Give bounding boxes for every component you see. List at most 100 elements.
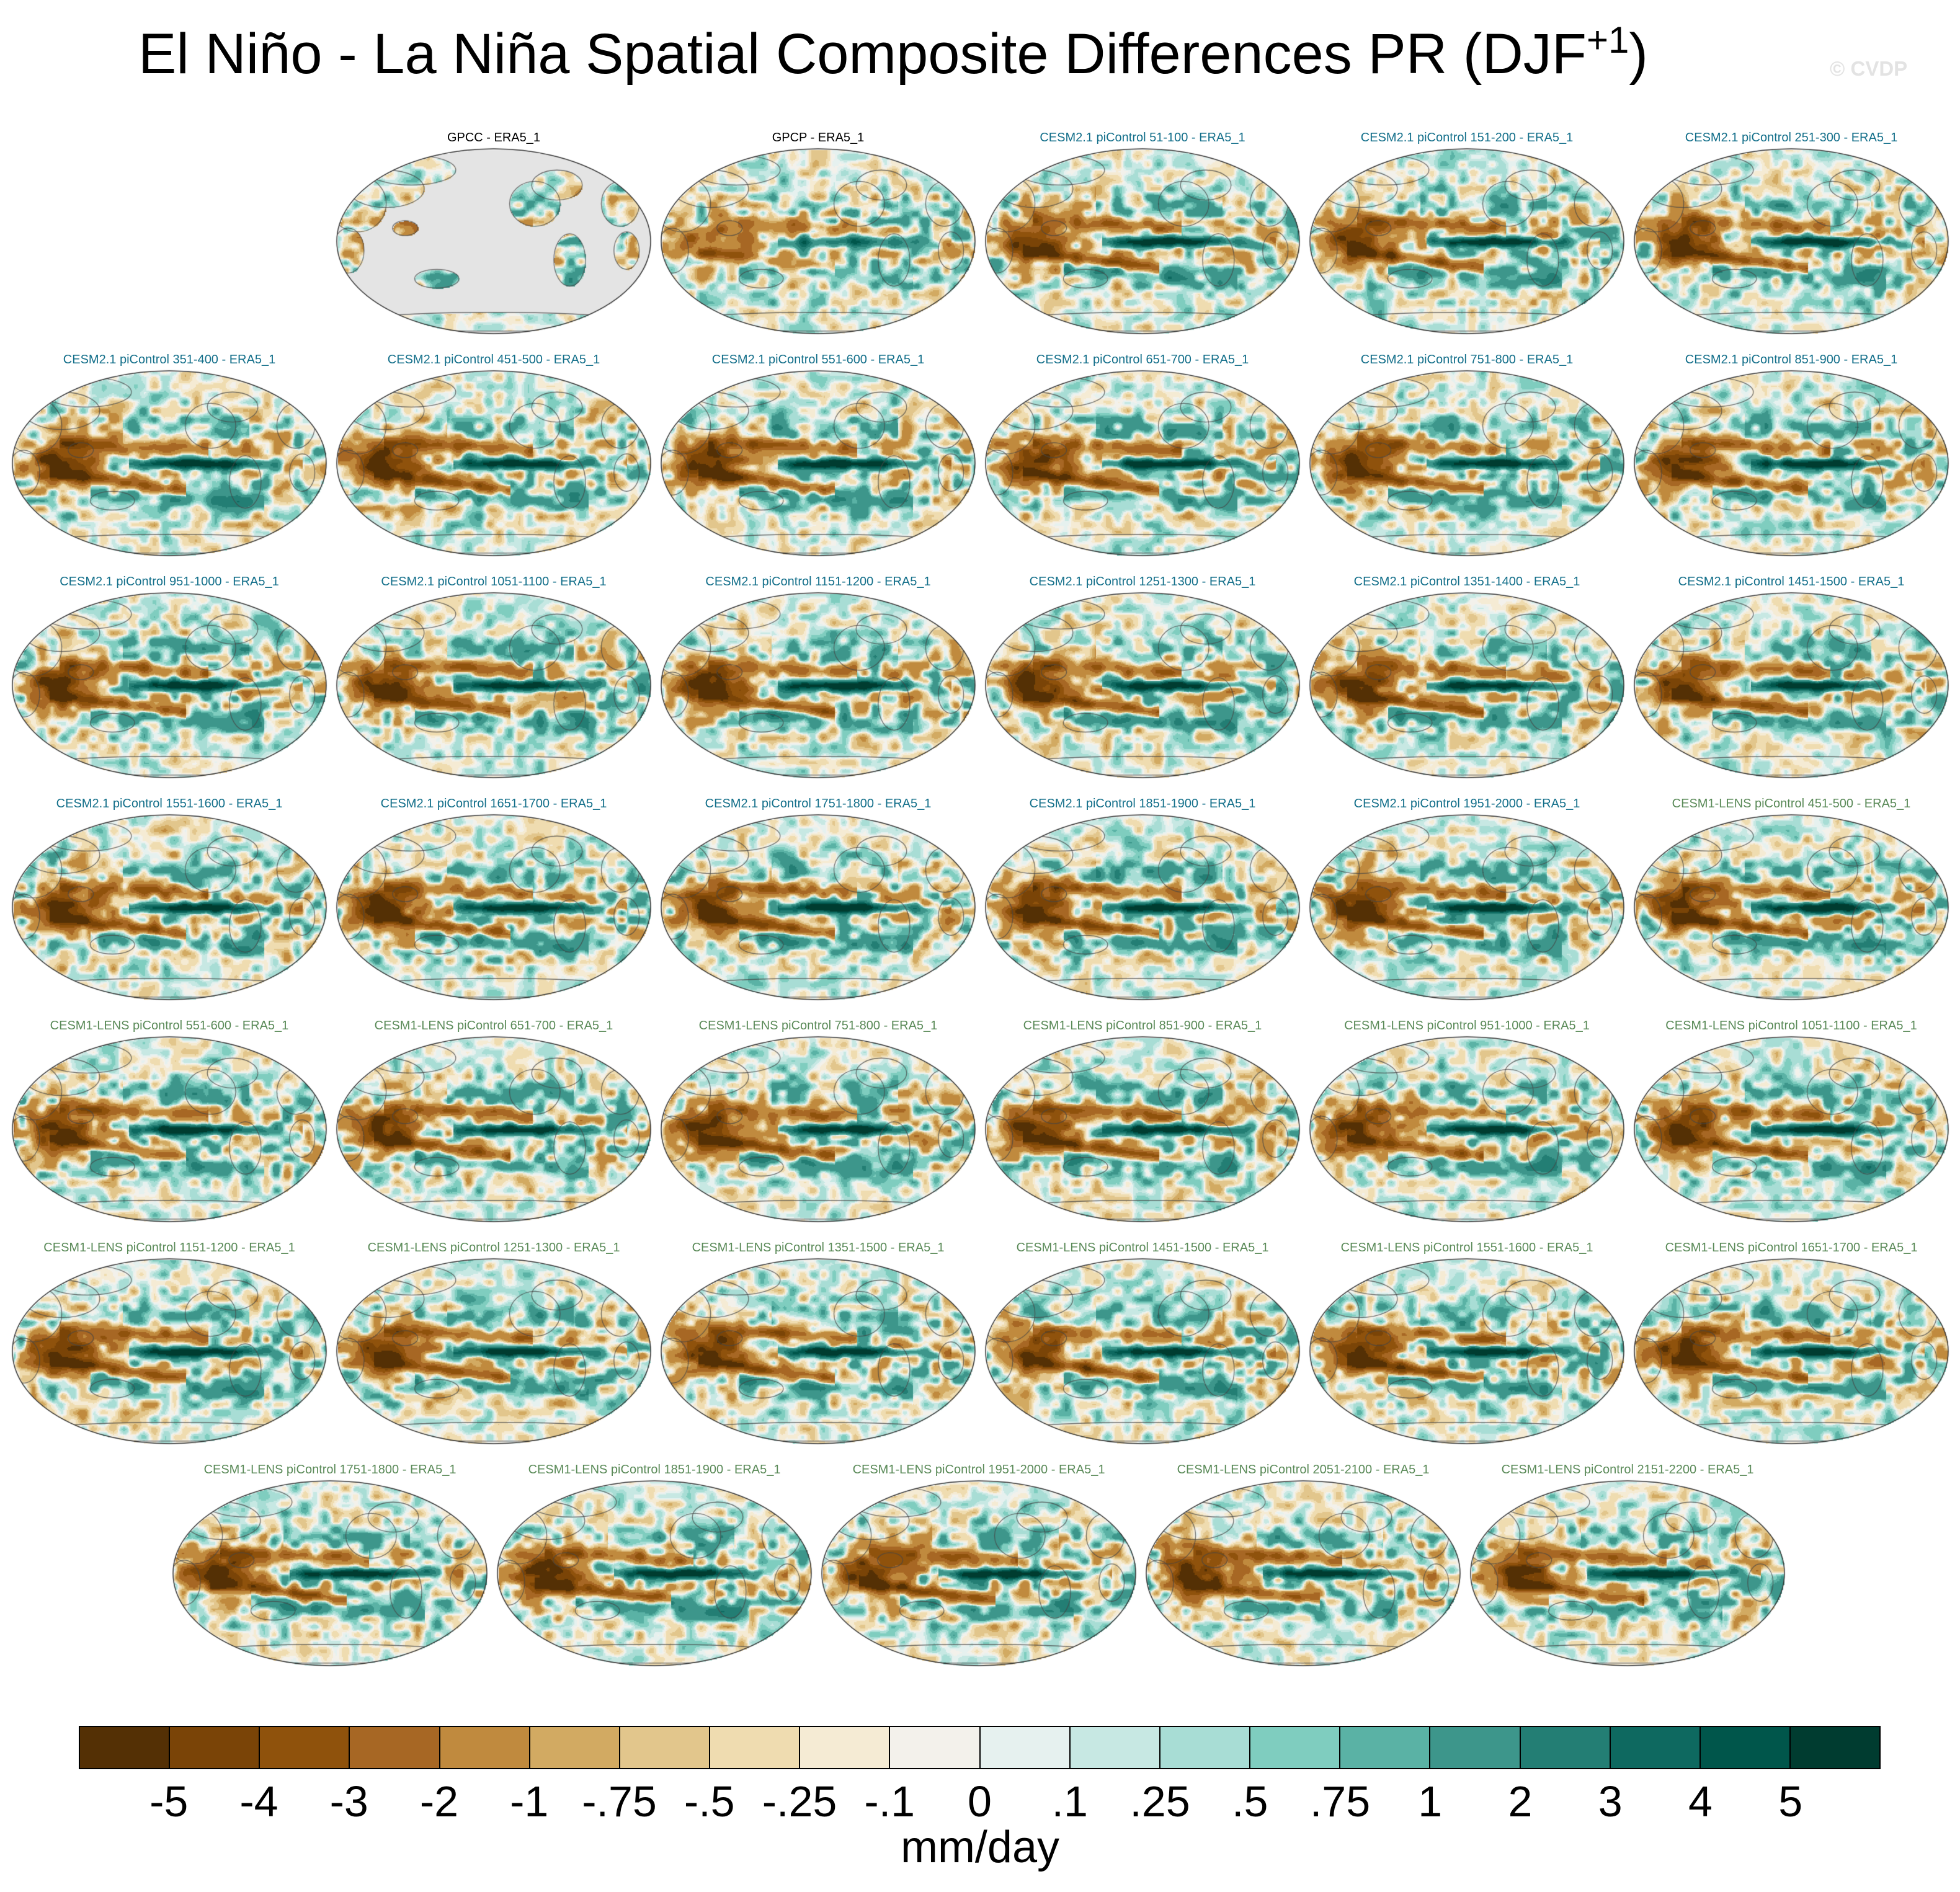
panel-map-field (1145, 1480, 1461, 1667)
colorbar-box (1610, 1727, 1701, 1768)
panel-map-field (336, 1036, 652, 1223)
panel-map-field (11, 370, 327, 557)
map-panel: CESM2.1 piControl 351-400 - ERA5_1 (11, 352, 327, 557)
panel-title: CESM1-LENS piControl 651-700 - ERA5_1 (374, 1019, 613, 1033)
colorbar-box (890, 1727, 981, 1768)
panel-title: CESM2.1 piControl 751-800 - ERA5_1 (1360, 353, 1574, 366)
panel-title: CESM2.1 piControl 1551-1600 - ERA5_1 (56, 797, 283, 811)
panel-map-field (1309, 1036, 1625, 1223)
panel-map-field (660, 1036, 976, 1223)
colorbar-tick-label: -.5 (684, 1777, 735, 1826)
colorbar-tick-label: -.25 (762, 1777, 837, 1826)
colorbar-box (620, 1727, 711, 1768)
panel-map-field (1633, 1036, 1949, 1223)
map-panel: CESM2.1 piControl 1551-1600 - ERA5_1 (11, 796, 327, 1001)
colorbar-tick-label: 4 (1688, 1777, 1713, 1826)
colorbar-box (260, 1727, 350, 1768)
panel-title: CESM2.1 piControl 351-400 - ERA5_1 (63, 353, 276, 366)
colorbar-tick-label: -5 (149, 1777, 189, 1826)
map-panel: CESM2.1 piControl 1051-1100 - ERA5_1 (336, 574, 652, 779)
map-panel: CESM1-LENS piControl 1351-1500 - ERA5_1 (660, 1240, 976, 1445)
panel-map-field (660, 592, 976, 779)
map-panel: CESM1-LENS piControl 2051-2100 - ERA5_1 (1145, 1462, 1461, 1667)
colorbar-tick-label: -.75 (582, 1777, 657, 1826)
panel-map-field (1309, 1258, 1625, 1445)
figure-title: El Niño - La Niña Spatial Composite Diff… (0, 19, 1786, 87)
panel-title: CESM1-LENS piControl 551-600 - ERA5_1 (50, 1019, 289, 1033)
panel-map-field (11, 1258, 327, 1445)
panel-title: CESM1-LENS piControl 1451-1500 - ERA5_1 (1016, 1241, 1269, 1255)
colorbar-units-label: mm/day (900, 1823, 1060, 1872)
panel-title: CESM1-LENS piControl 1151-1200 - ERA5_1 (43, 1241, 295, 1255)
panel-map-field (821, 1480, 1137, 1667)
map-panel: CESM1-LENS piControl 851-900 - ERA5_1 (984, 1018, 1301, 1223)
colorbar-box (1790, 1727, 1880, 1768)
colorbar-box (1340, 1727, 1431, 1768)
colorbar-tick-label: -2 (419, 1777, 459, 1826)
panel-map-field (984, 1036, 1301, 1223)
map-panel: CESM2.1 piControl 1851-1900 - ERA5_1 (984, 796, 1301, 1001)
panel-map-field (1633, 370, 1949, 557)
panel-title: CESM1-LENS piControl 1351-1500 - ERA5_1 (692, 1241, 945, 1255)
map-panel: CESM1-LENS piControl 1651-1700 - ERA5_1 (1633, 1240, 1949, 1445)
panel-map-field (336, 148, 652, 335)
map-panel: CESM2.1 piControl 1251-1300 - ERA5_1 (984, 574, 1301, 779)
panel-map-field (984, 592, 1301, 779)
panel-title: CESM1-LENS piControl 2151-2200 - ERA5_1 (1501, 1463, 1754, 1477)
panel-map-field (1633, 148, 1949, 335)
colorbar-tick-label: 0 (968, 1777, 992, 1826)
map-panel: CESM2.1 piControl 1451-1500 - ERA5_1 (1633, 574, 1949, 779)
panel-map-field (11, 1036, 327, 1223)
panel-title: CESM2.1 piControl 1451-1500 - ERA5_1 (1678, 575, 1905, 588)
panel-map-field (336, 592, 652, 779)
colorbar-box (1160, 1727, 1251, 1768)
map-panel: CESM2.1 piControl 751-800 - ERA5_1 (1309, 352, 1625, 557)
map-panel: CESM2.1 piControl 1351-1400 - ERA5_1 (1309, 574, 1625, 779)
colorbar-tick-label: 2 (1508, 1777, 1533, 1826)
panel-map-field (336, 814, 652, 1001)
map-panel: CESM2.1 piControl 1951-2000 - ERA5_1 (1309, 796, 1625, 1001)
colorbar-tick-label: -1 (510, 1777, 549, 1826)
colorbar-tick-label: .5 (1232, 1777, 1268, 1826)
map-panel: CESM2.1 piControl 1751-1800 - ERA5_1 (660, 796, 976, 1001)
panel-title: CESM1-LENS piControl 1551-1600 - ERA5_1 (1340, 1241, 1593, 1255)
panel-title: GPCP - ERA5_1 (772, 131, 865, 144)
colorbar-box (800, 1727, 891, 1768)
panel-map-field (984, 370, 1301, 557)
panel-map-field (1309, 592, 1625, 779)
colorbar-tick-label: 1 (1418, 1777, 1443, 1826)
map-panel: CESM1-LENS piControl 1251-1300 - ERA5_1 (336, 1240, 652, 1445)
panel-title: CESM2.1 piControl 151-200 - ERA5_1 (1360, 131, 1574, 144)
map-panel: CESM2.1 piControl 1151-1200 - ERA5_1 (660, 574, 976, 779)
panel-map-field (984, 1258, 1301, 1445)
colorbar-box (440, 1727, 530, 1768)
map-panel: CESM1-LENS piControl 2151-2200 - ERA5_1 (1469, 1462, 1786, 1667)
colorbar-tick-label: .1 (1051, 1777, 1088, 1826)
map-panel: CESM1-LENS piControl 1951-2000 - ERA5_1 (821, 1462, 1137, 1667)
figure-title-close: ) (1629, 22, 1649, 86)
map-panel: CESM1-LENS piControl 1051-1100 - ERA5_1 (1633, 1018, 1949, 1223)
panel-title: CESM2.1 piControl 1251-1300 - ERA5_1 (1029, 575, 1256, 588)
panel-title: CESM1-LENS piControl 2051-2100 - ERA5_1 (1177, 1463, 1430, 1477)
panel-title: CESM1-LENS piControl 1851-1900 - ERA5_1 (528, 1463, 781, 1477)
panel-map-field (172, 1480, 488, 1667)
panel-map-field (336, 370, 652, 557)
colorbar-tick-label: .25 (1129, 1777, 1190, 1826)
map-panel: CESM1-LENS piControl 1451-1500 - ERA5_1 (984, 1240, 1301, 1445)
map-panel: CESM1-LENS piControl 1851-1900 - ERA5_1 (496, 1462, 813, 1667)
colorbar-box (1700, 1727, 1791, 1768)
colorbar-box (1520, 1727, 1611, 1768)
panel-title: CESM2.1 piControl 1351-1400 - ERA5_1 (1353, 575, 1580, 588)
colorbar-box (980, 1727, 1071, 1768)
colorbar-tick-label: -4 (239, 1777, 278, 1826)
map-panel: CESM2.1 piControl 151-200 - ERA5_1 (1309, 130, 1625, 335)
map-panel: CESM2.1 piControl 551-600 - ERA5_1 (660, 352, 976, 557)
map-panel: CESM1-LENS piControl 551-600 - ERA5_1 (11, 1018, 327, 1223)
map-panel: CESM2.1 piControl 51-100 - ERA5_1 (984, 130, 1301, 335)
panel-title: CESM2.1 piControl 1851-1900 - ERA5_1 (1029, 797, 1256, 811)
panel-map-field (1633, 1258, 1949, 1445)
panel-map-field (336, 1258, 652, 1445)
panel-map-field (1633, 592, 1949, 779)
cvdp-watermark: © CVDP (1830, 57, 1908, 80)
panel-map-field (1309, 814, 1625, 1001)
